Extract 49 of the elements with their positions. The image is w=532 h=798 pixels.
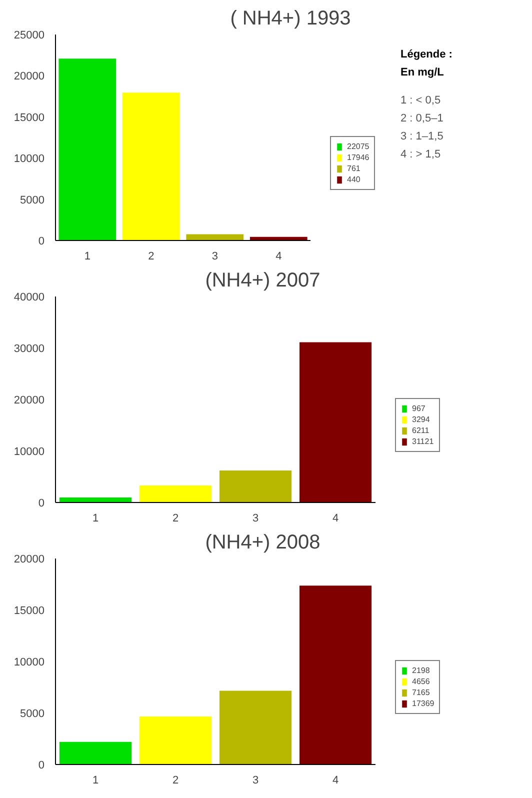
y-tick-label: 30000: [14, 343, 45, 355]
text: 1 : < 0,5: [400, 94, 441, 106]
text: Légende :: [400, 48, 452, 60]
legend-label: 4656: [412, 677, 431, 686]
legend-label: 6211: [412, 426, 430, 435]
legend-label: 3294: [412, 415, 431, 424]
chart-title: (NH4+) 2007: [205, 270, 320, 292]
x-tick-label: 1: [84, 250, 90, 262]
legend-label: 967: [412, 404, 426, 413]
x-tick-label: 2: [172, 774, 179, 786]
x-tick-label: 1: [92, 774, 99, 786]
y-tick-label: 20000: [14, 70, 45, 83]
text: 4 : > 1,5: [400, 148, 441, 160]
legend-label: 440: [347, 175, 362, 184]
legend-label: 22075: [347, 142, 370, 151]
x-tick-label: 4: [332, 774, 339, 786]
y-tick-label: 10000: [14, 656, 45, 668]
text: 2 : 0,5–1: [400, 112, 444, 124]
legend-label: 17946: [347, 153, 370, 162]
x-tick-label: 2: [148, 250, 154, 262]
y-tick-label: 15000: [14, 605, 45, 617]
y-tick-label: 20000: [14, 554, 45, 566]
y-tick-label: 5000: [20, 708, 45, 720]
legend-label: 2198: [412, 666, 431, 675]
x-tick-label: 3: [212, 250, 218, 262]
legend-label: 7165: [412, 688, 431, 697]
legend-label: 17369: [412, 699, 434, 708]
x-tick-label: 4: [332, 512, 339, 524]
y-tick-label: 0: [38, 760, 45, 772]
chart-title: ( NH4+) 1993: [230, 8, 351, 30]
text: 3 : 1–1,5: [400, 130, 444, 142]
x-tick-label: 2: [172, 512, 179, 524]
text: En mg/L: [400, 66, 444, 78]
y-tick-label: 20000: [14, 394, 45, 406]
y-tick-label: 0: [38, 236, 45, 248]
x-tick-label: 4: [276, 250, 282, 262]
chart-title: (NH4+) 2008: [205, 532, 320, 554]
y-tick-label: 5000: [20, 194, 45, 206]
x-tick-label: 3: [252, 512, 259, 524]
x-tick-label: 1: [92, 512, 99, 524]
legend-label: 31121: [412, 437, 434, 446]
y-tick-label: 10000: [14, 446, 45, 458]
y-tick-label: 40000: [14, 292, 45, 304]
y-tick-label: 10000: [14, 153, 45, 166]
x-tick-label: 3: [252, 774, 259, 786]
legend-label: 761: [347, 164, 362, 173]
y-tick-label: 15000: [14, 112, 45, 124]
y-tick-label: 0: [38, 498, 45, 510]
y-tick-label: 25000: [14, 30, 45, 42]
